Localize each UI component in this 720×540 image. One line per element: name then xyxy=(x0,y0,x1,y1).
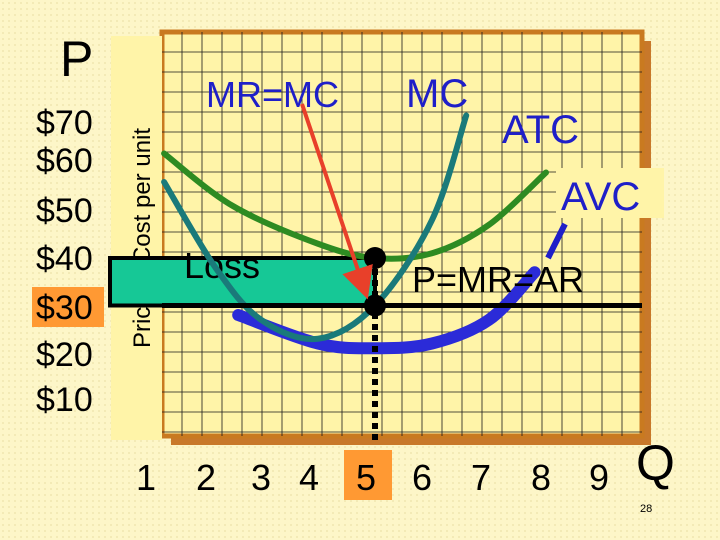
quantity-tick-highlight xyxy=(344,450,392,500)
atc-label: ATC xyxy=(502,108,579,152)
x-tick-5: 5 xyxy=(356,457,376,498)
x-tick-6: 6 xyxy=(412,457,432,498)
x-tick-1: 1 xyxy=(136,457,156,498)
atc-point xyxy=(364,247,386,269)
mr-mc-arrow xyxy=(300,103,373,300)
y-axis-letter: P xyxy=(60,31,93,87)
x-axis-letter: Q xyxy=(636,435,675,491)
mc-curve xyxy=(161,112,470,343)
y-tick-10: $10 xyxy=(36,381,93,419)
y-tick-50: $50 xyxy=(36,192,93,230)
ylabel-strip xyxy=(111,36,162,440)
mr-mc-label: MR=MC xyxy=(206,74,339,115)
x-ticks: 1 2 3 4 5 6 7 8 9 xyxy=(136,457,609,498)
y-tick-60: $60 xyxy=(36,142,93,180)
y-tick-70: $70 xyxy=(36,104,93,142)
grid xyxy=(162,32,642,436)
y-ticks: $70 $60 $50 $40 $30 $20 $10 xyxy=(36,104,93,419)
y-axis-label: Price & Cost per unit xyxy=(129,128,156,348)
avc-label: AVC xyxy=(561,175,640,219)
x-tick-9: 9 xyxy=(589,457,609,498)
avc-pointer xyxy=(545,222,568,260)
avc-label-box xyxy=(556,168,664,218)
loss-area xyxy=(108,256,377,308)
price-point xyxy=(364,294,386,317)
y-tick-40: $40 xyxy=(36,240,93,278)
y-tick-30: $30 xyxy=(36,289,93,327)
x-tick-7: 7 xyxy=(471,457,491,498)
slide-number: 28 xyxy=(640,503,652,515)
x-tick-4: 4 xyxy=(299,457,319,498)
x-tick-8: 8 xyxy=(531,457,551,498)
mc-label: MC xyxy=(406,72,468,116)
x-tick-3: 3 xyxy=(251,457,271,498)
x-tick-2: 2 xyxy=(196,457,216,498)
y-tick-20: $20 xyxy=(36,336,93,374)
price-tick-highlight xyxy=(32,287,104,327)
demand-label: P=MR=AR xyxy=(412,259,584,300)
